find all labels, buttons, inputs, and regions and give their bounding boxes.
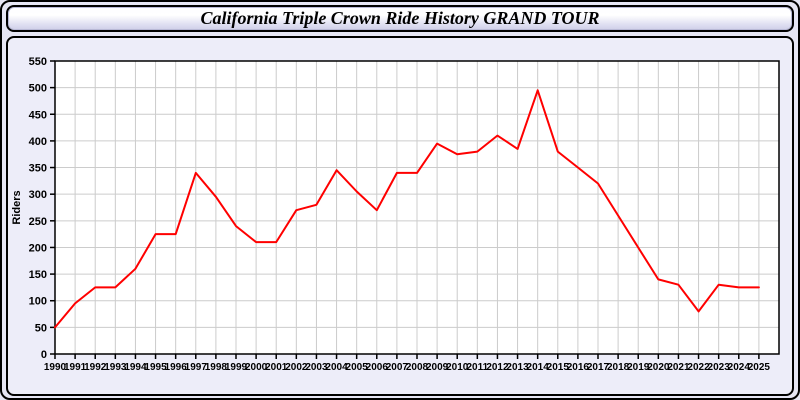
x-tick-label: 2012 xyxy=(486,362,509,373)
x-tick-label: 1990 xyxy=(44,362,67,373)
chart-title: California Triple Crown Ride History GRA… xyxy=(200,8,600,28)
x-tick-label: 1999 xyxy=(225,362,248,373)
x-tick-label: 2025 xyxy=(748,362,771,373)
y-tick-label: 450 xyxy=(29,109,47,121)
y-tick-label: 500 xyxy=(29,83,47,95)
x-tick-label: 2013 xyxy=(506,362,529,373)
x-tick-label: 1998 xyxy=(205,362,228,373)
x-tick-label: 2000 xyxy=(245,362,268,373)
x-tick-label: 2022 xyxy=(687,362,710,373)
x-tick-label: 2009 xyxy=(426,362,449,373)
x-tick-label: 2020 xyxy=(647,362,670,373)
x-tick-label: 2024 xyxy=(728,362,751,373)
x-tick-label: 1994 xyxy=(124,362,147,373)
y-tick-label: 100 xyxy=(29,296,47,308)
chart-title-bar: California Triple Crown Ride History GRA… xyxy=(6,5,794,32)
x-tick-label: 2006 xyxy=(366,362,389,373)
x-tick-label: 1992 xyxy=(84,362,107,373)
x-axis: 1990199119921993199419951996199719981999… xyxy=(44,354,771,373)
x-tick-label: 2008 xyxy=(406,362,429,373)
x-tick-label: 2005 xyxy=(346,362,369,373)
x-tick-label: 2003 xyxy=(305,362,328,373)
y-tick-label: 400 xyxy=(29,136,47,148)
x-tick-label: 2014 xyxy=(527,362,550,373)
x-tick-label: 1995 xyxy=(144,362,167,373)
x-tick-label: 2015 xyxy=(547,362,570,373)
x-tick-label: 2002 xyxy=(285,362,308,373)
chart-panel: 0 50 100 150 200 250 300 350 400 450 500 550 1990 199… xyxy=(6,36,794,396)
y-tick-label: 250 xyxy=(29,216,47,228)
gridlines xyxy=(55,61,779,354)
y-axis-label: Riders xyxy=(11,190,23,224)
x-tick-label: 2001 xyxy=(265,362,288,373)
y-tick-label: 200 xyxy=(29,242,47,254)
x-tick-label: 1991 xyxy=(64,362,87,373)
chart-svg: 0501001502002503003504004505005501990199… xyxy=(11,56,780,373)
x-tick-label: 2023 xyxy=(708,362,731,373)
y-axis: 0 50 100 150 200 250 300 350 400 450 500 550 xyxy=(29,56,55,361)
y-tick-label: 350 xyxy=(29,163,47,175)
x-tick-label: 1996 xyxy=(165,362,188,373)
y-tick-label: 300 xyxy=(29,189,47,201)
y-tick-label: 150 xyxy=(29,269,47,281)
x-tick-label: 2011 xyxy=(466,362,488,373)
y-tick-label: 0 xyxy=(41,349,47,361)
x-tick-label: 2017 xyxy=(587,362,610,373)
y-tick-label: 550 xyxy=(29,56,47,68)
x-tick-label: 2019 xyxy=(627,362,650,373)
x-tick-label: 2004 xyxy=(325,362,348,373)
x-tick-label: 2018 xyxy=(607,362,630,373)
riders-series-line xyxy=(54,89,760,329)
x-tick-label: 2021 xyxy=(667,362,690,373)
x-tick-label: 1993 xyxy=(104,362,127,373)
x-tick-label: 2016 xyxy=(567,362,590,373)
y-tick-label: 50 xyxy=(35,322,47,334)
x-tick-label: 1997 xyxy=(185,362,208,373)
x-tick-label: 2007 xyxy=(386,362,409,373)
x-tick-label: 2010 xyxy=(446,362,469,373)
